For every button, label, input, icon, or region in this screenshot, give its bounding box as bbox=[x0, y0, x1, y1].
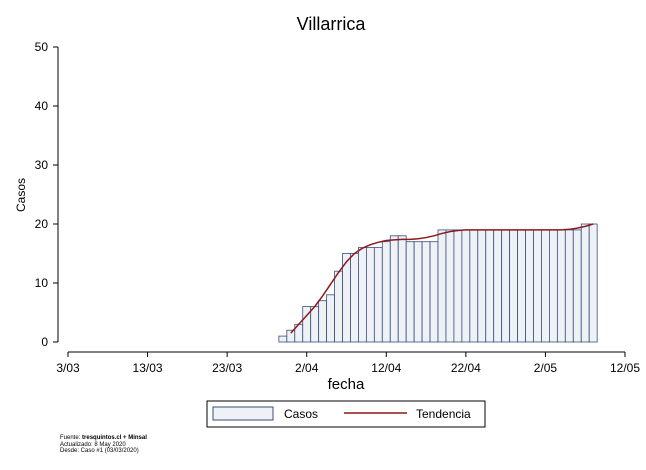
bar bbox=[572, 229, 582, 343]
bar bbox=[580, 223, 590, 343]
footer-since: Desde: Caso #1 (03/03/2020) bbox=[60, 448, 139, 454]
bar bbox=[453, 229, 463, 343]
bar bbox=[588, 223, 598, 343]
x-axis: 3/03 13/03 23/03 2/04 12/04 22/04 2/05 12/05 bbox=[56, 352, 640, 375]
bar bbox=[365, 247, 375, 343]
y-tick-label: 10 bbox=[35, 276, 49, 290]
bars-series-casos bbox=[278, 223, 598, 343]
bar bbox=[278, 335, 288, 343]
footer-source: Fuente: tresquintos.cl + Minsal bbox=[60, 435, 147, 442]
bar bbox=[445, 229, 455, 343]
bar bbox=[310, 306, 320, 343]
chart-title: Villarrica bbox=[297, 14, 367, 34]
bar bbox=[358, 247, 367, 343]
x-tick-label: 2/04 bbox=[295, 361, 319, 375]
bar bbox=[541, 229, 550, 343]
bar bbox=[318, 300, 328, 343]
x-tick-label: 2/05 bbox=[534, 361, 558, 375]
x-axis-title: fecha bbox=[328, 376, 365, 393]
y-tick-label: 0 bbox=[41, 335, 48, 349]
bar bbox=[286, 329, 296, 343]
bar bbox=[509, 229, 518, 343]
legend-swatch-casos bbox=[212, 406, 274, 421]
bar bbox=[461, 229, 471, 343]
x-tick-label: 3/03 bbox=[56, 361, 80, 375]
bar bbox=[525, 229, 534, 343]
legend-label-casos: Casos bbox=[284, 407, 318, 421]
x-tick-label: 23/03 bbox=[212, 361, 242, 375]
bar bbox=[517, 229, 526, 343]
bar bbox=[556, 229, 566, 343]
bar bbox=[334, 270, 343, 343]
bar bbox=[373, 247, 383, 343]
bar bbox=[413, 241, 423, 343]
bar bbox=[405, 241, 415, 343]
y-tick-label: 40 bbox=[35, 99, 49, 113]
bar bbox=[397, 235, 407, 343]
y-tick-label: 50 bbox=[35, 40, 49, 54]
legend-label-tendencia: Tendencia bbox=[416, 407, 471, 421]
footer-notes: Fuente: tresquintos.cl + Minsal Actualiz… bbox=[60, 435, 147, 455]
bar bbox=[381, 241, 391, 343]
x-tick-label: 13/03 bbox=[133, 361, 163, 375]
y-axis: 0 10 20 30 40 50 bbox=[35, 40, 58, 349]
x-tick-label: 12/05 bbox=[610, 361, 640, 375]
bar bbox=[477, 229, 487, 343]
bar bbox=[342, 253, 351, 343]
bar bbox=[350, 253, 359, 343]
bar bbox=[469, 229, 479, 343]
legend: Casos Tendencia bbox=[206, 400, 486, 428]
bar bbox=[493, 229, 503, 343]
bar bbox=[549, 229, 558, 343]
footer-updated: Actualizado: 8 May 2020 bbox=[60, 441, 126, 448]
bar bbox=[421, 241, 431, 343]
x-tick-label: 22/04 bbox=[451, 361, 481, 375]
y-tick-label: 30 bbox=[35, 158, 49, 172]
bar bbox=[564, 229, 574, 343]
bar bbox=[326, 294, 335, 343]
bar bbox=[501, 229, 511, 343]
line-series-tendencia bbox=[290, 223, 594, 334]
bar bbox=[533, 229, 542, 343]
footer-source-label: Fuente: bbox=[60, 435, 81, 441]
y-axis-title: Casos bbox=[14, 178, 28, 212]
bar bbox=[389, 235, 399, 343]
bar bbox=[437, 229, 447, 343]
bar bbox=[485, 229, 495, 343]
y-tick-label: 20 bbox=[35, 217, 49, 231]
x-tick-label: 12/04 bbox=[371, 361, 401, 375]
footer-source-value: tresquintos.cl + Minsal bbox=[82, 435, 147, 441]
bar bbox=[429, 241, 439, 343]
